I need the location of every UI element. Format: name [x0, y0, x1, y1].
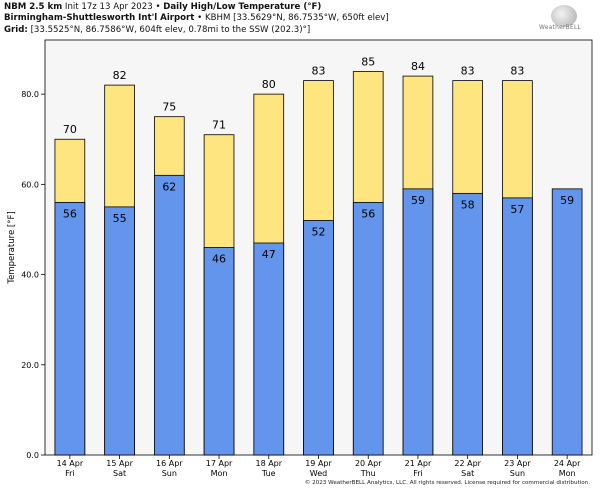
low-temp-label: 47: [262, 248, 276, 261]
logo-text: WeatherBELL: [538, 24, 582, 31]
x-tick-date-label: 20 Apr: [355, 459, 382, 468]
model-name: NBM 2.5 km: [4, 2, 63, 12]
x-tick-date-label: 23 Apr: [504, 459, 531, 468]
x-tick-date-label: 16 Apr: [156, 459, 183, 468]
y-tick-label: 60.0: [21, 180, 39, 189]
low-temp-bar: [203, 247, 235, 456]
low-temp-bar: [502, 197, 533, 456]
low-temp-label: 56: [361, 207, 375, 220]
high-temp-label: 70: [63, 123, 77, 136]
low-temp-bar: [402, 188, 434, 456]
chart-header: NBM 2.5 km Init 17z 13 Apr 2023 • Daily …: [4, 2, 389, 36]
header-line-2: Birmingham-Shuttlesworth Int'l Airport •…: [4, 13, 389, 24]
x-tick-date-label: 19 Apr: [305, 459, 332, 468]
product-title: Daily High/Low Temperature (°F): [163, 2, 322, 12]
y-axis: 0.0 20.0 40.0 60.0 80.0: [21, 90, 45, 460]
header-line-1: NBM 2.5 km Init 17z 13 Apr 2023 • Daily …: [4, 2, 389, 13]
low-temp-label: 55: [113, 212, 127, 225]
high-temp-label: 83: [461, 65, 475, 78]
low-temp-label: 62: [162, 180, 176, 193]
x-tick-date-label: 21 Apr: [405, 459, 432, 468]
low-temp-label: 56: [63, 207, 77, 220]
y-tick-label: 80.0: [21, 90, 39, 99]
y-tick-label: 0.0: [26, 451, 39, 460]
high-temp-label: 71: [212, 119, 226, 132]
low-temp-bar: [104, 206, 135, 456]
x-tick-day-label: Wed: [310, 469, 327, 478]
x-tick-day-label: Mon: [211, 469, 228, 478]
low-temp-label: 52: [312, 225, 326, 238]
x-tick-date-label: 18 Apr: [255, 459, 282, 468]
low-temp-label: 59: [560, 194, 574, 207]
x-tick-day-label: Sun: [510, 469, 525, 478]
y-tick-label: 40.0: [21, 271, 39, 280]
high-temp-label: 83: [312, 65, 326, 78]
low-temp-label: 46: [212, 253, 226, 266]
high-temp-label: 75: [162, 101, 176, 114]
low-temp-bar: [153, 174, 185, 456]
x-tick-date-label: 15 Apr: [106, 459, 133, 468]
high-temp-label: 82: [113, 69, 127, 82]
x-tick-day-label: Fri: [65, 469, 75, 478]
x-tick-date-label: 14 Apr: [57, 459, 84, 468]
x-tick-date-label: 24 Apr: [554, 459, 581, 468]
header-line-3: Grid: [33.5525°N, 86.7586°W, 604ft elev,…: [4, 25, 389, 36]
low-temp-bar: [303, 220, 334, 456]
x-tick-day-label: Fri: [413, 469, 423, 478]
x-tick-day-label: Mon: [559, 469, 576, 478]
x-tick-day-label: Sun: [162, 469, 177, 478]
low-temp-bar: [54, 201, 86, 456]
y-tick-label: 20.0: [21, 361, 39, 370]
high-temp-label: 85: [361, 56, 375, 69]
init-time: Init 17z 13 Apr 2023: [64, 2, 153, 12]
low-temp-bar: [551, 188, 583, 456]
x-tick-day-label: Sat: [113, 469, 126, 478]
low-temp-bar: [253, 242, 285, 456]
x-tick-day-label: Thu: [360, 469, 376, 478]
low-temp-bar: [452, 192, 484, 456]
bars-group: [54, 71, 583, 456]
high-temp-label: 83: [510, 65, 524, 78]
low-temp-bar: [352, 201, 384, 456]
low-temp-label: 59: [411, 194, 425, 207]
weatherbell-logo: WeatherBELL: [531, 5, 589, 33]
low-temp-label: 57: [510, 203, 524, 216]
logo-globe-icon: [551, 5, 577, 27]
station-name: Birmingham-Shuttlesworth Int'l Airport: [4, 13, 195, 24]
y-axis-label: Temperature [°F]: [7, 211, 17, 284]
high-temp-label: 80: [262, 78, 276, 91]
x-tick-date-label: 17 Apr: [206, 459, 233, 468]
data-labels-group: 70 56 82 55 75 62 71 46 80 47 83 52 85 56 84 59 83 58 83 57…: [63, 56, 574, 266]
grid-info: [33.5525°N, 86.7586°W, 604ft elev, 0.78m…: [30, 24, 311, 35]
grid-label: Grid:: [4, 24, 28, 35]
station-info: KBHM [33.5629°N, 86.7535°W, 650ft elev]: [204, 13, 389, 24]
x-tick-day-label: Sat: [461, 469, 474, 478]
high-temp-label: 84: [411, 60, 425, 73]
x-tick-date-label: 22 Apr: [454, 459, 481, 468]
separator-dot: •: [155, 2, 161, 12]
separator-dot: •: [197, 13, 203, 24]
copyright-footer: © 2023 WeatherBELL Analytics, LLC. All r…: [304, 480, 590, 486]
low-temp-label: 58: [461, 198, 475, 211]
x-tick-day-label: Tue: [261, 469, 276, 478]
